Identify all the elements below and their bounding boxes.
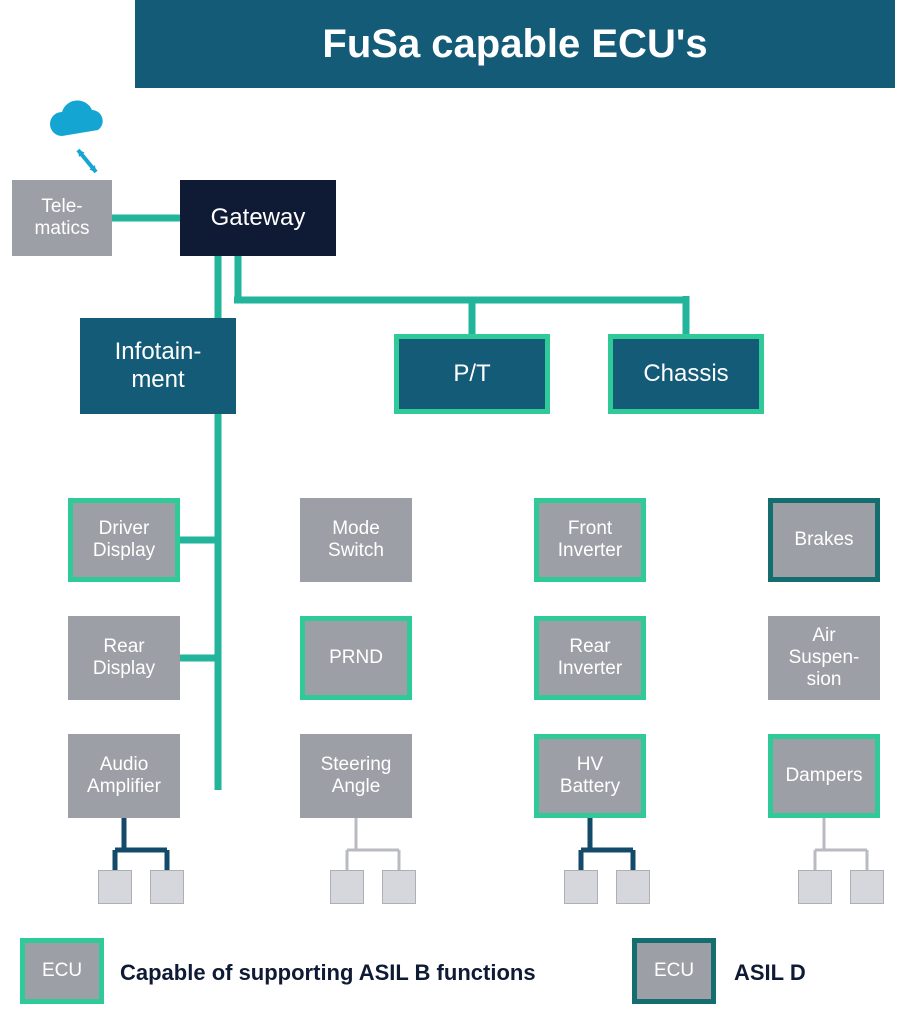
- node-label: FrontInverter: [558, 518, 622, 562]
- node-prnd: PRND: [300, 616, 412, 700]
- sub-ecu-2: [330, 870, 364, 904]
- node-label: Gateway: [211, 204, 306, 232]
- node-gateway: Gateway: [180, 180, 336, 256]
- node-air-susp: AirSuspen-sion: [768, 616, 880, 700]
- legend-ecu-asil-b: ECU: [20, 938, 104, 1004]
- node-front-inv: FrontInverter: [534, 498, 646, 582]
- sub-ecu-6: [798, 870, 832, 904]
- node-label: SteeringAngle: [321, 754, 392, 798]
- cloud-icon: [50, 100, 103, 136]
- node-driver-display: DriverDisplay: [68, 498, 180, 582]
- node-label: RearInverter: [558, 636, 622, 680]
- node-pt: P/T: [394, 334, 550, 414]
- legend-ecu-d-label: ECU: [654, 960, 694, 982]
- legend-ecu-asil-d: ECU: [632, 938, 716, 1004]
- node-label: P/T: [453, 360, 490, 388]
- node-mode-switch: ModeSwitch: [300, 498, 412, 582]
- node-label: PRND: [329, 647, 383, 669]
- node-label: Infotain-ment: [115, 338, 202, 393]
- legend-ecu-b-label: ECU: [42, 960, 82, 982]
- node-label: AudioAmplifier: [87, 754, 161, 798]
- sub-ecu-7: [850, 870, 884, 904]
- node-infotainment: Infotain-ment: [80, 318, 236, 414]
- node-hv-batt: HVBattery: [534, 734, 646, 818]
- sub-ecu-0: [98, 870, 132, 904]
- node-brakes: Brakes: [768, 498, 880, 582]
- node-label: Tele-matics: [35, 196, 90, 240]
- node-dampers: Dampers: [768, 734, 880, 818]
- title-bar: FuSa capable ECU's: [135, 0, 895, 88]
- node-label: RearDisplay: [93, 636, 155, 680]
- sub-ecu-3: [382, 870, 416, 904]
- node-telematics: Tele-matics: [12, 180, 112, 256]
- node-label: AirSuspen-sion: [789, 625, 860, 691]
- node-audio-amp: AudioAmplifier: [68, 734, 180, 818]
- node-steering: SteeringAngle: [300, 734, 412, 818]
- node-rear-inv: RearInverter: [534, 616, 646, 700]
- node-label: ModeSwitch: [328, 518, 384, 562]
- node-label: HVBattery: [560, 754, 620, 798]
- node-chassis: Chassis: [608, 334, 764, 414]
- node-label: Chassis: [643, 360, 728, 388]
- legend-text-asil-d: ASIL D: [734, 960, 806, 986]
- sub-ecu-4: [564, 870, 598, 904]
- node-label: Brakes: [794, 529, 853, 551]
- sub-ecu-5: [616, 870, 650, 904]
- sub-ecu-1: [150, 870, 184, 904]
- title-text: FuSa capable ECU's: [322, 22, 707, 67]
- node-rear-display: RearDisplay: [68, 616, 180, 700]
- node-label: Dampers: [785, 765, 862, 787]
- legend-text-asil-b: Capable of supporting ASIL B functions: [120, 960, 536, 986]
- node-label: DriverDisplay: [93, 518, 155, 562]
